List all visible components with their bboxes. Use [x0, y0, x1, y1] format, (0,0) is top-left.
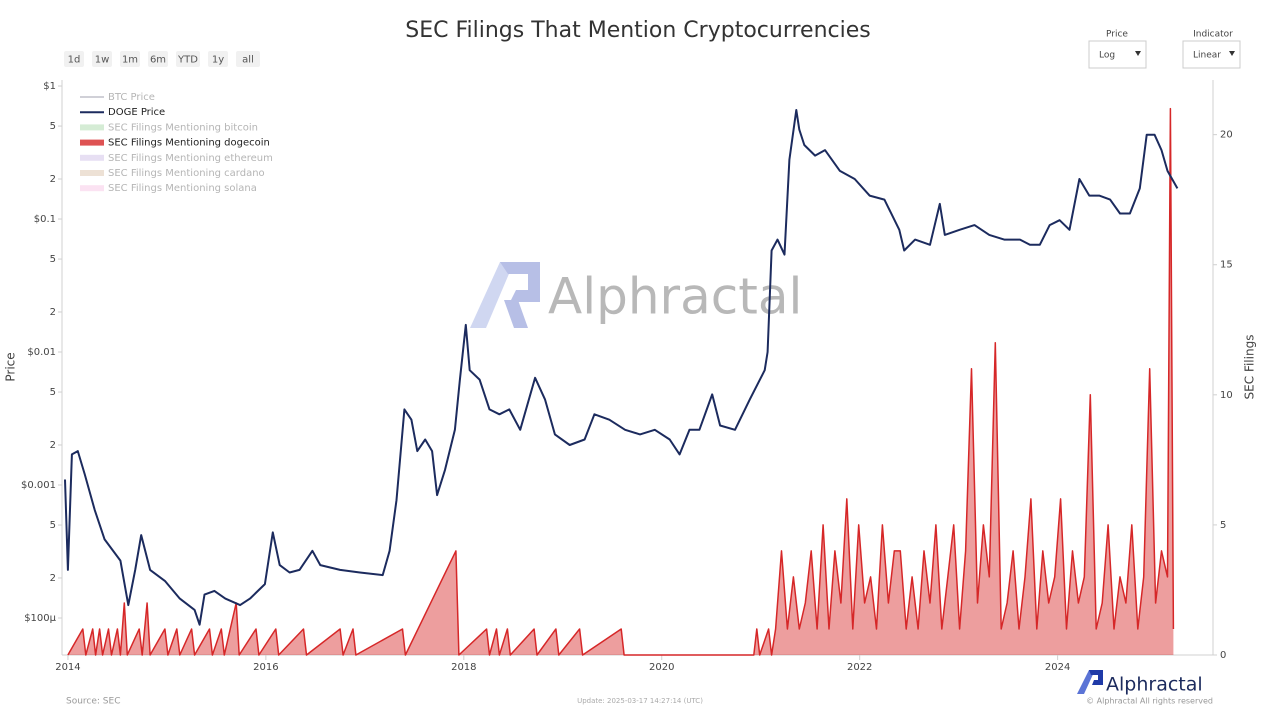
- x-tick-label: 2018: [451, 662, 476, 673]
- legend-label[interactable]: SEC Filings Mentioning cardano: [108, 168, 265, 179]
- legend-label[interactable]: SEC Filings Mentioning dogecoin: [108, 138, 270, 149]
- legend-swatch[interactable]: [80, 185, 104, 192]
- y-tick-label: $0.01: [27, 347, 56, 358]
- range-button[interactable]: [208, 51, 228, 67]
- y-tick-label: $0.1: [34, 214, 56, 225]
- range-button[interactable]: [64, 51, 84, 67]
- legend-swatch[interactable]: [80, 124, 104, 131]
- legend-label[interactable]: DOGE Price: [108, 107, 165, 118]
- y-tick-label: $0.001: [21, 480, 56, 491]
- range-button[interactable]: [120, 51, 140, 67]
- y-tick-label: 5: [50, 121, 56, 132]
- range-button[interactable]: [92, 51, 112, 67]
- copyright: © Alphractal All rights reserved: [1086, 697, 1213, 706]
- y2-tick-label: 10: [1220, 390, 1233, 401]
- x-tick-label: 2016: [253, 662, 278, 673]
- x-tick-label: 2024: [1045, 662, 1070, 673]
- y-tick-label: 5: [50, 387, 56, 398]
- legend-label[interactable]: SEC Filings Mentioning bitcoin: [108, 122, 258, 133]
- dropdown-arrow: [1135, 51, 1141, 56]
- range-button[interactable]: [236, 51, 260, 67]
- y-tick-label: 2: [50, 307, 56, 318]
- legend-label[interactable]: SEC Filings Mentioning solana: [108, 183, 257, 194]
- price-scale-value[interactable]: Log: [1099, 51, 1115, 61]
- range-button[interactable]: [148, 51, 168, 67]
- x-tick-label: 2022: [847, 662, 872, 673]
- y-tick-label: 5: [50, 254, 56, 265]
- dropdown-arrow: [1229, 51, 1235, 56]
- legend-label[interactable]: BTC Price: [108, 92, 155, 103]
- filings-area: [67, 108, 1174, 656]
- range-button-label[interactable]: 6m: [150, 55, 166, 66]
- update-time: Update: 2025-03-17 14:27:14 (UTC): [577, 697, 703, 705]
- y-tick-label: 2: [50, 440, 56, 451]
- indicator-dropdown[interactable]: [1182, 40, 1241, 69]
- range-button-label[interactable]: 1y: [212, 55, 224, 66]
- watermark-logo: [470, 262, 540, 328]
- brand-logo: [1077, 670, 1103, 694]
- y-tick-label: 2: [50, 174, 56, 185]
- filings-line: [67, 107, 1175, 656]
- range-button[interactable]: [176, 51, 200, 67]
- y2-tick-label: 20: [1220, 130, 1233, 141]
- legend-label[interactable]: SEC Filings Mentioning ethereum: [108, 153, 273, 164]
- price-line: [64, 109, 1179, 626]
- y-axis-label: Price: [4, 352, 18, 381]
- y-tick-label: 2: [50, 573, 56, 584]
- indicator-label: Indicator: [1193, 30, 1233, 40]
- indicator-value[interactable]: Linear: [1193, 51, 1221, 61]
- y-tick-label: $100μ: [24, 613, 56, 624]
- y2-tick-label: 0: [1220, 650, 1226, 661]
- range-button-label[interactable]: all: [242, 55, 254, 66]
- y2-axis-label: SEC Filings: [1243, 335, 1257, 400]
- range-button-label[interactable]: YTD: [177, 55, 198, 66]
- watermark: Alphractal: [548, 268, 802, 326]
- x-tick-label: 2020: [649, 662, 674, 673]
- price-scale-dropdown[interactable]: [1088, 40, 1147, 69]
- y-tick-label: 5: [50, 520, 56, 531]
- range-button-label[interactable]: 1w: [95, 55, 110, 66]
- range-button-label[interactable]: 1m: [122, 55, 138, 66]
- y2-tick-label: 5: [1220, 520, 1226, 531]
- price-scale-label: Price: [1106, 30, 1128, 40]
- legend-swatch[interactable]: [80, 170, 104, 176]
- y2-tick-label: 15: [1220, 260, 1233, 271]
- y-tick-label: $1: [43, 81, 56, 92]
- source: Source: SEC: [66, 697, 121, 707]
- legend-swatch[interactable]: [80, 139, 104, 146]
- brand: Alphractal: [1106, 674, 1203, 696]
- chart-title: SEC Filings That Mention Cryptocurrencie…: [405, 18, 870, 43]
- legend-swatch[interactable]: [80, 154, 104, 161]
- range-button-label[interactable]: 1d: [68, 55, 81, 66]
- x-tick-label: 2014: [55, 662, 80, 673]
